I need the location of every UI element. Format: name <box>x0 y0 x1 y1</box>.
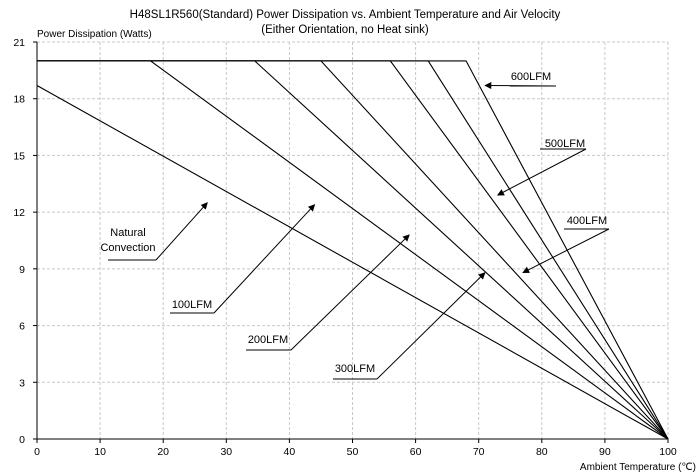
y-tick-label: 21 <box>13 37 25 49</box>
annotation-arrow <box>484 82 557 90</box>
annotation-label: 500LFM <box>545 138 585 150</box>
annotation-arrow <box>522 228 610 274</box>
annotation-label: 100LFM <box>172 299 212 311</box>
chart-title: H48SL1R560(Standard) Power Dissipation v… <box>130 9 561 21</box>
y-axis-label: Power Dissipation (Watts) <box>37 29 152 40</box>
y-tick-label: 15 <box>13 150 25 162</box>
annotation-arrow <box>290 234 410 351</box>
x-tick-label: 20 <box>157 446 169 458</box>
series-line-600lfm <box>37 60 669 440</box>
annotation-label: Natural <box>110 227 145 239</box>
annotation-arrow <box>376 272 486 380</box>
x-axis-label: Ambient Temperature (℃) <box>580 462 696 473</box>
annotation-100lfm: 100LFM <box>170 204 316 314</box>
x-tick-label: 70 <box>473 446 485 458</box>
annotation-arrow <box>155 202 208 261</box>
y-tick-label: 3 <box>19 377 25 389</box>
chart-subtitle: (Either Orientation, no Heat sink) <box>261 24 429 36</box>
x-tick-label: 80 <box>536 446 548 458</box>
annotations: Natural Convection 100LFM 200LFM 300LFM 400LF… <box>100 71 610 380</box>
x-tick-label: 0 <box>34 446 40 458</box>
x-tick-label: 60 <box>410 446 422 458</box>
annotation-label: 600LFM <box>511 71 551 83</box>
y-tick-label: 6 <box>19 321 25 333</box>
series-lines <box>36 60 669 440</box>
x-tick-label: 100 <box>659 446 677 458</box>
annotation-200lfm: 200LFM <box>246 234 410 351</box>
series-line-natural-convection <box>36 85 669 440</box>
y-tick-label: 18 <box>13 94 25 106</box>
grid <box>37 41 669 439</box>
annotation-500lfm: 500LFM <box>497 138 587 196</box>
x-tick-label: 30 <box>220 446 232 458</box>
y-tick-label: 9 <box>19 264 25 276</box>
annotation-label: 300LFM <box>335 363 375 375</box>
annotation-label: 400LFM <box>567 215 607 227</box>
x-tick-label: 10 <box>94 446 106 458</box>
y-tick-label: 0 <box>19 434 25 446</box>
annotation-600lfm: 600LFM <box>484 71 557 90</box>
annotation-arrow <box>497 148 587 196</box>
x-tick-label: 40 <box>284 446 296 458</box>
x-tick-label: 50 <box>347 446 359 458</box>
axes: 0 10 20 30 40 50 60 70 80 90 100 0 3 6 9 12 15 18 21 <box>13 37 677 458</box>
annotation-natural-convection: Natural Convection <box>100 202 208 261</box>
annotation-label: Convection <box>100 242 155 254</box>
annotation-400lfm: 400LFM <box>522 215 610 274</box>
annotation-label: 200LFM <box>248 334 288 346</box>
annotation-arrow <box>213 204 316 314</box>
annotation-300lfm: 300LFM <box>333 272 486 380</box>
y-tick-label: 12 <box>13 207 25 219</box>
x-tick-label: 90 <box>599 446 611 458</box>
